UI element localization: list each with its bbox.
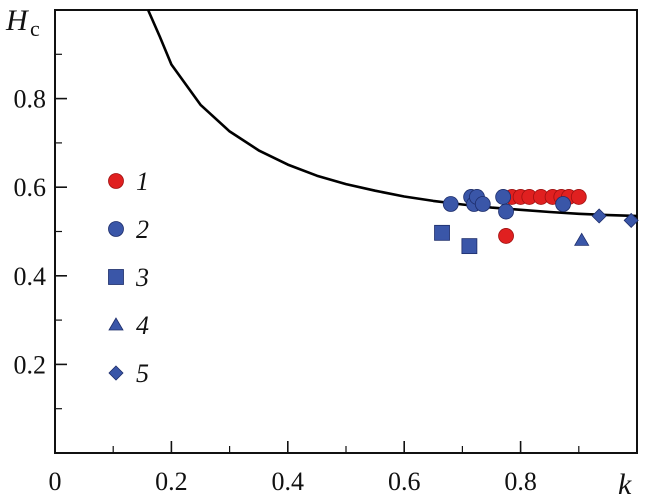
series-2-point bbox=[495, 189, 512, 205]
y-tick-label: 0.4 bbox=[14, 262, 47, 291]
series-3-point bbox=[434, 224, 450, 241]
x-tick-label: 0.8 bbox=[504, 467, 537, 496]
legend-marker-2 bbox=[108, 221, 124, 237]
legend-label-4: 4 bbox=[136, 311, 149, 340]
series-2-point bbox=[498, 203, 514, 220]
series-2-point bbox=[442, 196, 459, 212]
ticks bbox=[55, 53, 580, 453]
x-tick-label: 0.6 bbox=[388, 467, 421, 496]
x-axis-title: k bbox=[618, 468, 632, 501]
points-layer bbox=[434, 189, 639, 255]
y-axis-title-subscript: c bbox=[30, 16, 40, 41]
legend: 1 2 3 4 5 bbox=[108, 167, 149, 388]
legend-marker-4 bbox=[108, 317, 124, 331]
tick-labels: 0 0.2 0.4 0.6 0.8 0.2 0.4 0.6 0.8 bbox=[14, 85, 537, 496]
fit-curve bbox=[146, 9, 638, 218]
series-1-point bbox=[570, 189, 587, 205]
legend-label-3: 3 bbox=[135, 263, 149, 292]
series-5-point bbox=[623, 212, 639, 228]
series-2-point bbox=[555, 196, 571, 212]
legend-marker-1 bbox=[108, 173, 124, 189]
curve-layer bbox=[146, 9, 638, 218]
legend-label-2: 2 bbox=[136, 215, 149, 244]
y-tick-label: 0.8 bbox=[14, 85, 47, 114]
series-1-point bbox=[498, 228, 514, 244]
series-3-point bbox=[461, 238, 478, 255]
y-tick-label: 0.6 bbox=[14, 173, 47, 202]
x-tick-label: 0.4 bbox=[272, 467, 305, 496]
legend-marker-3 bbox=[108, 269, 124, 285]
x-tick-label: 0.2 bbox=[155, 467, 188, 496]
x-tick-label: 0 bbox=[49, 467, 62, 496]
legend-label-1: 1 bbox=[136, 167, 149, 196]
legend-label-5: 5 bbox=[136, 359, 149, 388]
legend-marker-5 bbox=[108, 365, 124, 381]
series-5-point bbox=[591, 208, 607, 224]
series-4-point bbox=[574, 232, 590, 246]
y-tick-label: 0.2 bbox=[14, 350, 47, 379]
y-axis-title-main: H bbox=[5, 4, 30, 37]
series-2-point bbox=[474, 196, 491, 212]
